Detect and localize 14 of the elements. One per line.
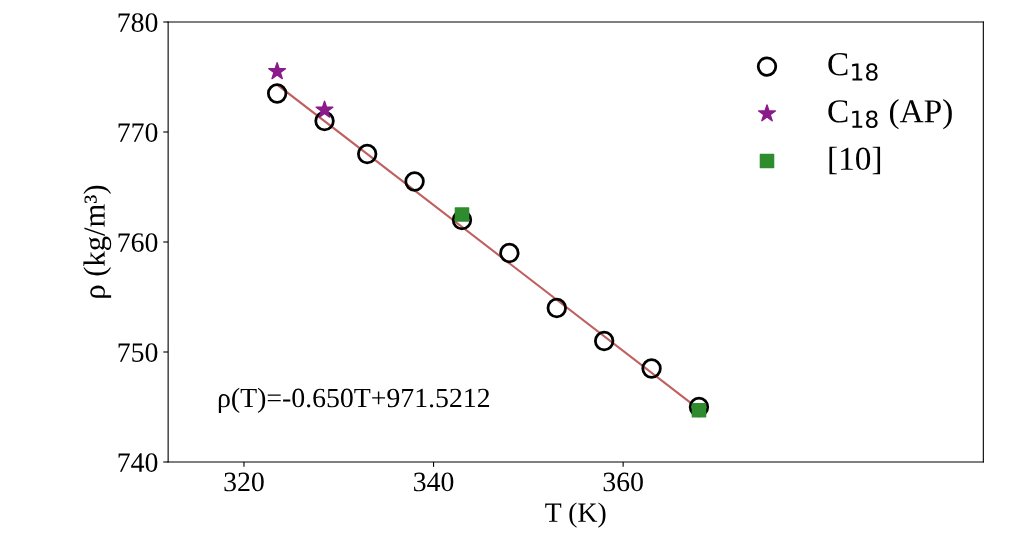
x-tick-label: 360 [603,472,643,492]
y-tick-label: 760 [118,233,158,252]
y-tick-label: 740 [118,453,158,472]
legend-label: C$_{18}$ (AP) [828,99,952,130]
y-axis-title: ρ (kg/m³) [83,185,112,298]
x-tick-label: 320 [224,472,264,492]
legend-label: [10] [829,146,881,175]
legend-label: C$_{18}$ [828,53,878,81]
x-axis-title: T (K) [545,502,606,528]
y-tick-label: 770 [118,123,158,142]
x-tick-label: 340 [414,472,454,492]
annotation: ρ(T)=-0.650T+971.5212 [218,387,490,413]
y-tick-label: 750 [118,343,158,362]
y-tick-label: 780 [118,13,158,32]
